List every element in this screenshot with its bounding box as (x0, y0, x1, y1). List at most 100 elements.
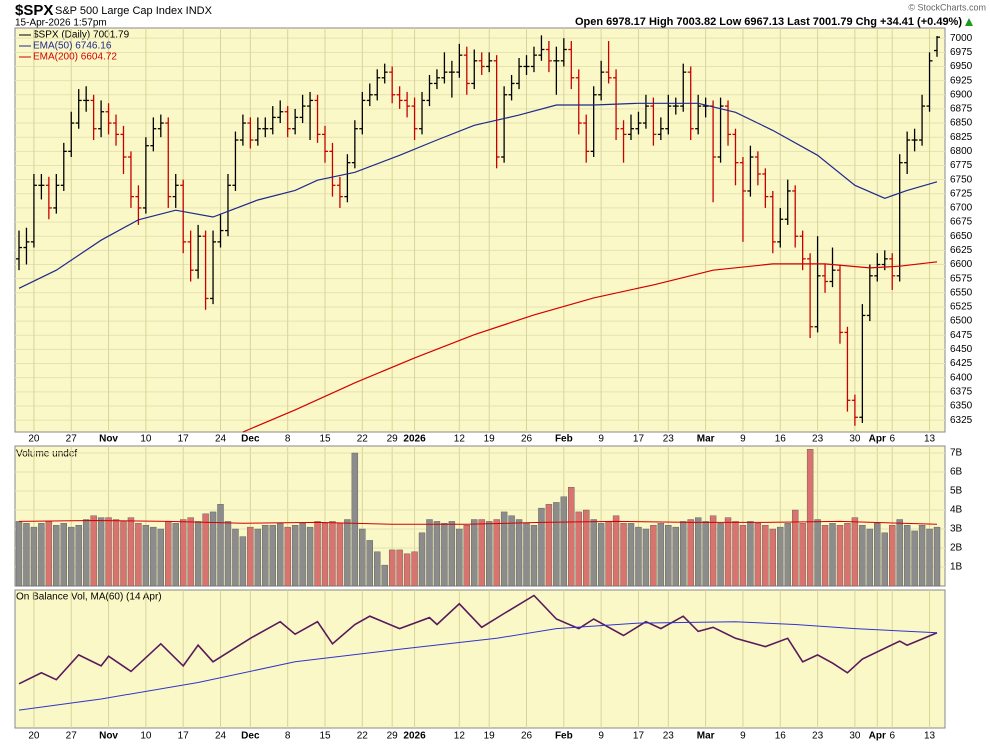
volume-bar (165, 521, 172, 587)
x-tick-label: 29 (387, 731, 399, 742)
y-tick-label: 6775 (950, 160, 973, 171)
x-tick-label: 22 (357, 434, 369, 445)
volume-bar (456, 528, 463, 587)
y-tick-label: 3B (950, 524, 963, 535)
x-tick-label: 17 (178, 731, 190, 742)
volume-bar (754, 523, 762, 587)
volume-bar (30, 526, 38, 587)
volume-bar (224, 521, 232, 587)
volume-bar (657, 523, 665, 587)
y-tick-label: 6800 (950, 146, 973, 157)
symbol: $SPX (15, 2, 53, 19)
volume-bar (851, 517, 859, 587)
volume-bar (791, 509, 799, 587)
volume-bar (388, 549, 396, 587)
volume-bar (538, 507, 545, 587)
volume-bar (926, 528, 933, 587)
x-tick-label: 10 (140, 731, 152, 742)
volume-bar (23, 523, 30, 587)
y-tick-label: 5B (950, 486, 963, 497)
volume-bar (739, 525, 747, 587)
volume-bar (694, 517, 702, 587)
volume-bar (306, 526, 314, 587)
volume-bar (351, 452, 359, 587)
volume-bar (583, 509, 590, 587)
legend-label: EMA(200) 6604.72 (33, 52, 117, 63)
y-tick-label: 6550 (950, 287, 973, 298)
symbol-name: S&P 500 Large Cap Index INDX (55, 5, 213, 17)
volume-bar (127, 517, 135, 587)
y-tick-label: 6375 (950, 386, 973, 397)
legend-label: $SPX (Daily) 7001.79 (33, 30, 130, 41)
x-tick-label: 12 (454, 731, 466, 742)
volume-bar (680, 521, 687, 587)
volume-bar (859, 525, 866, 587)
volume-bar (269, 525, 276, 587)
x-tick-label: 19 (484, 434, 496, 445)
volume-bar (277, 523, 284, 587)
volume-bar (933, 526, 941, 587)
volume-bar (150, 526, 157, 587)
x-tick-label: 10 (140, 434, 152, 445)
volume-bar (478, 519, 485, 587)
volume-bar (620, 523, 627, 587)
x-tick-label: 20 (28, 434, 40, 445)
volume-bar (844, 523, 851, 587)
volume-bar (194, 521, 202, 587)
x-tick-label: 17 (633, 434, 645, 445)
volume-bar (709, 515, 717, 587)
volume-bar (411, 551, 418, 587)
y-tick-label: 2B (950, 543, 963, 554)
volume-bar (90, 515, 97, 587)
x-tick-label: 26 (521, 731, 533, 742)
volume-bar (112, 519, 120, 587)
y-tick-label: 6875 (950, 104, 973, 115)
y-tick-label: 6B (950, 467, 963, 478)
volume-bar (881, 532, 888, 587)
x-tick-label: Nov (99, 731, 118, 742)
x-tick-label: 9 (598, 434, 604, 445)
volume-bar (60, 523, 67, 587)
volume-bar (366, 540, 373, 587)
volume-bar (627, 523, 635, 587)
volume-bar (717, 523, 724, 587)
x-tick-label: 6 (889, 434, 895, 445)
x-tick-label: 2026 (403, 434, 426, 445)
volume-ma-line (18, 519, 938, 525)
x-tick-label: Apr (869, 731, 886, 742)
volume-bar (911, 530, 918, 587)
volume-bar (433, 521, 441, 587)
y-tick-label: 6575 (950, 273, 973, 284)
volume-bar (38, 523, 45, 587)
volume-bar (344, 519, 351, 587)
volume-bar (209, 511, 217, 587)
x-tick-label: 27 (66, 731, 78, 742)
y-tick-label: 6750 (950, 174, 973, 185)
volume-bar (172, 523, 179, 587)
x-tick-label: 19 (484, 731, 496, 742)
y-tick-label: 6850 (950, 118, 973, 129)
volume-bar (374, 551, 381, 587)
volume-bar (762, 525, 769, 587)
y-tick-label: 7000 (950, 33, 973, 44)
obv-line (18, 594, 938, 685)
volume-bar (120, 521, 127, 587)
y-tick-label: 6425 (950, 358, 973, 369)
x-tick-label: 23 (663, 731, 675, 742)
volume-bar (299, 523, 306, 587)
x-tick-label: 17 (178, 434, 190, 445)
quote: Open 6978.17 High 7003.82 Low 6967.13 La… (575, 16, 962, 28)
obv-panel (14, 589, 946, 729)
volume-bar (545, 504, 553, 587)
volume-bar (799, 523, 806, 587)
volume-bar (784, 523, 791, 587)
date: 15-Apr-2026 1:57pm (15, 18, 107, 29)
x-tick-label: 29 (387, 434, 399, 445)
volume-bar (202, 513, 209, 587)
y-tick-label: 6625 (950, 245, 973, 256)
volume-bar (239, 536, 247, 587)
volume-bar (321, 523, 329, 587)
volume-bar (575, 511, 582, 587)
volume-bar (650, 525, 657, 587)
y-tick-label: 6950 (950, 61, 973, 72)
